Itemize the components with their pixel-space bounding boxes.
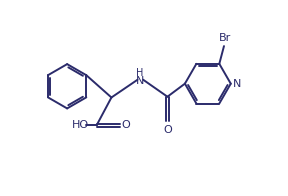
Text: HO: HO bbox=[72, 120, 89, 130]
Text: O: O bbox=[121, 120, 130, 130]
Text: Br: Br bbox=[218, 33, 231, 43]
Text: O: O bbox=[163, 125, 172, 135]
Text: N: N bbox=[136, 76, 144, 86]
Text: H: H bbox=[137, 68, 144, 78]
Text: N: N bbox=[233, 79, 241, 89]
